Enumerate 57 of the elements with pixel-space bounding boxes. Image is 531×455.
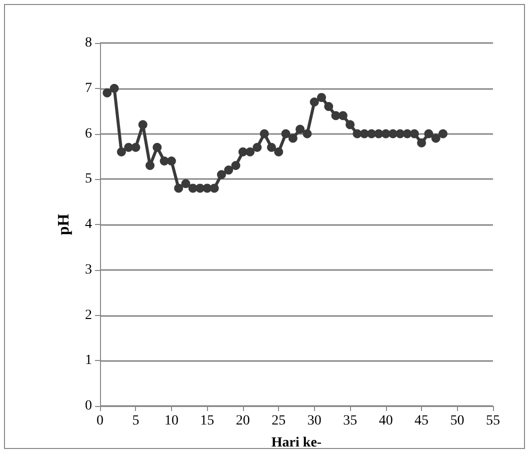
point <box>224 166 234 175</box>
point <box>231 161 240 170</box>
point <box>216 170 226 180</box>
x-tick-label: 10 <box>164 414 178 428</box>
point <box>338 111 348 120</box>
point <box>246 147 255 156</box>
point <box>110 84 119 93</box>
y-tick-label: 6 <box>85 126 92 142</box>
y-tick-label: 2 <box>85 308 92 323</box>
x-axis-title: Hari ke- <box>271 436 322 450</box>
point <box>281 129 290 138</box>
x-tick-label: 35 <box>343 414 358 428</box>
x-tick-label: 55 <box>486 414 500 428</box>
point <box>317 92 326 102</box>
x-tick-label: 25 <box>272 414 286 428</box>
point <box>174 184 184 193</box>
point <box>431 134 440 143</box>
x-tick-label: 40 <box>378 414 393 428</box>
x-tick-label: 5 <box>132 414 140 428</box>
point <box>124 142 134 152</box>
point <box>424 129 434 138</box>
y-tick-label: 0 <box>85 398 92 414</box>
x-tick-label: 45 <box>414 414 429 428</box>
point <box>260 129 269 138</box>
y-tick-label: 8 <box>85 36 92 50</box>
y-tick-label: 4 <box>85 217 92 232</box>
point <box>181 179 190 188</box>
y-axis-title: pH <box>56 213 72 236</box>
point <box>166 156 176 166</box>
x-tick-label: 30 <box>307 414 322 428</box>
point <box>210 184 219 193</box>
point <box>138 120 148 130</box>
point <box>346 120 355 130</box>
point <box>131 142 140 152</box>
point <box>146 161 155 170</box>
point <box>310 97 319 106</box>
x-tick-label: 15 <box>200 414 214 428</box>
y-tick-label: 7 <box>85 80 92 96</box>
point <box>438 129 448 138</box>
x-tick-label: 0 <box>96 414 104 428</box>
point <box>252 142 262 152</box>
point <box>288 134 298 143</box>
point <box>324 102 334 112</box>
point <box>274 147 284 156</box>
point <box>410 129 419 138</box>
x-tick-label: 50 <box>450 414 464 428</box>
point <box>302 129 312 138</box>
point <box>296 124 305 134</box>
point <box>152 142 162 152</box>
point <box>267 142 276 152</box>
point <box>116 147 126 156</box>
y-tick-label: 3 <box>85 262 92 278</box>
x-tick-label: 20 <box>236 414 250 428</box>
y-tick-label: 5 <box>85 172 92 187</box>
point <box>417 138 426 148</box>
y-tick-label: 1 <box>85 353 92 368</box>
point <box>102 88 112 98</box>
